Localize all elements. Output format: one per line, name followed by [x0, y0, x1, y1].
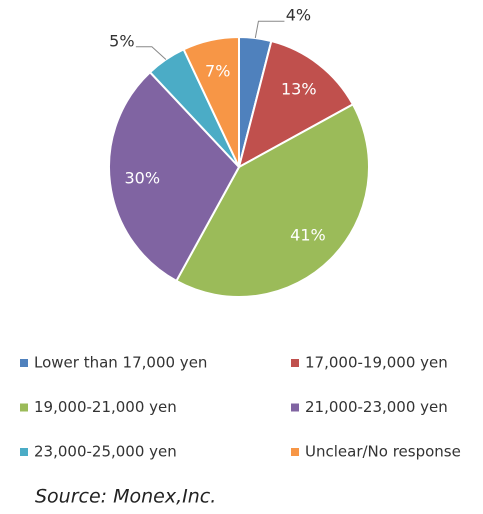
pie-slice [108, 70, 241, 283]
legend-label: 19,000-21,000 yen [34, 398, 177, 416]
data-label: 5% [109, 31, 134, 50]
legend-label: 17,000-19,000 yen [305, 354, 448, 372]
pie-slice [237, 39, 355, 169]
legend-swatch [291, 359, 299, 367]
pie-slice [175, 103, 370, 298]
data-label: 30% [124, 169, 160, 188]
source-note: Source: Monex,Inc. [35, 486, 216, 508]
legend-label: Lower than 17,000 yen [34, 354, 207, 372]
legend-label: 23,000-25,000 yen [34, 443, 177, 461]
legend-swatch [20, 359, 28, 367]
data-label: 7% [205, 61, 230, 80]
legend-swatch [291, 448, 299, 456]
legend-swatch [20, 403, 28, 412]
legend-label: Unclear/No response [305, 443, 461, 461]
leader-line [254, 20, 285, 39]
legend-swatch [20, 448, 28, 456]
data-label: 13% [281, 79, 317, 98]
data-label: 41% [290, 225, 326, 244]
legend-swatch [291, 403, 299, 412]
leader-line [135, 46, 167, 60]
pie-slice [182, 35, 240, 168]
legend-label: 21,000-23,000 yen [305, 398, 448, 416]
data-label: 4% [286, 6, 311, 25]
